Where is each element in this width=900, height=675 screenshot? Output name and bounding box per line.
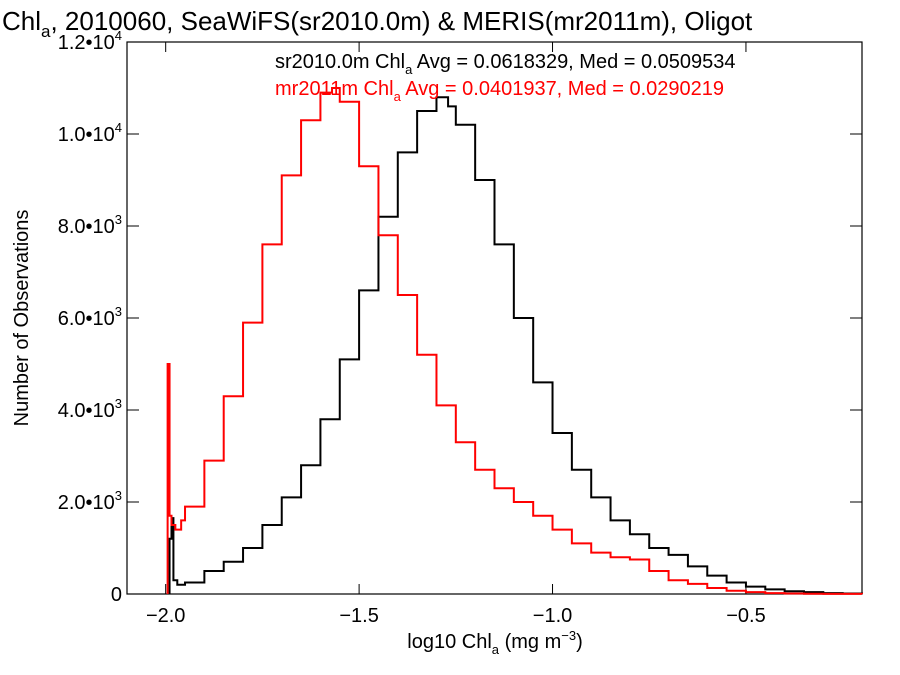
y-axis-ticks: 0 2.0•103 4.0•103 6.0•103 8.0•103 1.0•104 1.2•… [58, 28, 862, 606]
x-axis-ticks: −2.0 −1.5 −1.0 −0.5 [146, 42, 766, 627]
x-tick-label: −2.0 [146, 605, 185, 627]
series-line-1 [166, 87, 863, 595]
series-layer [166, 87, 863, 595]
y-tick-label: 1.0•104 [58, 120, 122, 146]
y-tick-label: 2.0•103 [58, 488, 122, 514]
series-line-0 [168, 96, 863, 595]
x-axis-label: log10 Chla (mg m−3) [407, 628, 582, 657]
y-tick-label: 6.0•103 [58, 304, 122, 330]
x-tick-label: −1.0 [533, 605, 572, 627]
y-tick-label: 0 [111, 584, 122, 606]
y-tick-label: 1.2•104 [58, 28, 122, 54]
x-tick-label: −0.5 [726, 605, 765, 627]
chart-title: Chla, 2010060, SeaWiFS(sr2010.0m) & MERI… [2, 6, 753, 41]
x-tick-label: −1.5 [339, 605, 378, 627]
annotation-seawifs-stats: sr2010.0m Chla Avg = 0.0618329, Med = 0.… [275, 51, 736, 77]
y-axis-label: Number of Observations [11, 210, 33, 427]
plot-frame [126, 41, 863, 595]
y-tick-label: 8.0•103 [58, 212, 122, 238]
y-tick-label: 4.0•103 [58, 396, 122, 422]
annotation-meris-stats: mr2011m Chla Avg = 0.0401937, Med = 0.02… [275, 78, 724, 104]
